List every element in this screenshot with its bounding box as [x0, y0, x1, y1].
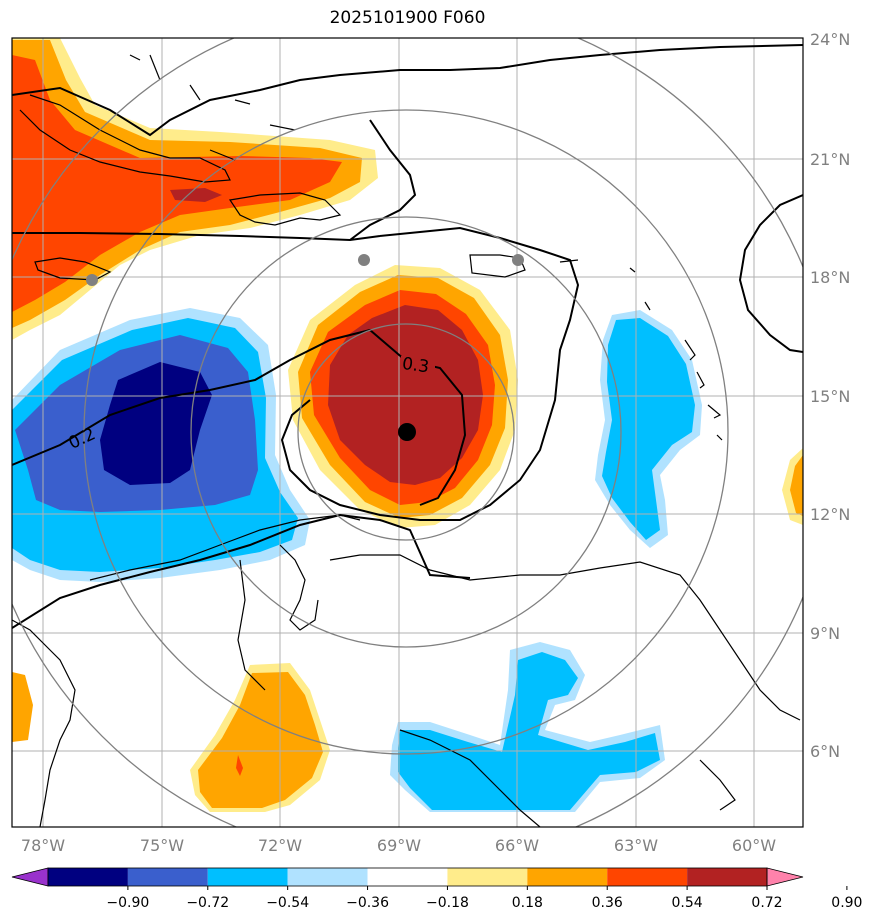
colorbar-segment [127, 868, 208, 886]
lat-label: 18°N [810, 268, 850, 287]
colorbar: −0.90 −0.72 −0.54 −0.36 −0.18 0.18 0.36 0.54 0.7… [11, 867, 862, 911]
track-point [358, 254, 370, 266]
lat-label: 6°N [810, 742, 840, 761]
colorbar-extend-high [766, 867, 804, 887]
contour-labels: 0.3 0.2 [66, 354, 435, 454]
positive-band-darkred [170, 188, 222, 202]
colorbar-label: 0.18 [512, 895, 543, 911]
colorbar-segment [447, 868, 528, 886]
colorbar-label: −0.18 [426, 895, 469, 911]
colorbar-segment [207, 868, 288, 886]
colorbar-segment [687, 868, 767, 886]
colorbar-extend-low [11, 867, 49, 887]
graticule [12, 38, 803, 827]
distance-rings [12, 38, 803, 827]
lat-label: 24°N [810, 30, 850, 49]
positive-sw-edge [12, 672, 33, 742]
colorbar-label: −0.90 [106, 895, 149, 911]
colorbar-label: −0.54 [266, 895, 309, 911]
storm-anomaly-core [328, 305, 483, 485]
colorbar-label: 0.54 [672, 895, 703, 911]
colorbar-label: 0.72 [751, 895, 782, 911]
map-frame [11, 37, 804, 828]
colorbar-segment [287, 868, 368, 886]
positive-south-orange [198, 672, 323, 808]
negative-west-navy [100, 362, 212, 485]
positive-band-red [12, 55, 342, 312]
longitude-labels: 78°W 75°W 72°W 69°W 66°W 63°W 60°W [21, 836, 776, 855]
lon-label: 78°W [21, 836, 65, 855]
coastlines [12, 54, 801, 827]
negative-east-cyan [602, 318, 695, 540]
storm-center-marker [398, 423, 416, 441]
lat-label: 12°N [810, 505, 850, 524]
colorbar-label: −0.72 [186, 895, 229, 911]
lon-label: 72°W [258, 836, 302, 855]
lon-label: 75°W [140, 836, 184, 855]
colorbar-frame [47, 867, 768, 887]
lon-label: 66°W [495, 836, 539, 855]
lon-label: 63°W [614, 836, 658, 855]
map-layers [12, 38, 803, 827]
contour-label-0-3: 0.3 [401, 354, 431, 378]
latitude-labels: 24°N 21°N 18°N 15°N 12°N 9°N 6°N [810, 30, 850, 761]
colorbar-segment [367, 868, 448, 886]
colorbar-segment [48, 868, 128, 886]
lat-label: 9°N [810, 624, 840, 643]
colorbar-segment [607, 868, 688, 886]
positive-south-red [236, 755, 243, 776]
negative-south-cyan [398, 652, 660, 810]
lon-label: 69°W [377, 836, 421, 855]
positive-east-edge-orange [790, 455, 803, 516]
track-points [86, 254, 524, 441]
map-title: 2025101900 F060 [329, 8, 486, 28]
lat-label: 15°N [810, 387, 850, 406]
contours [12, 44, 803, 629]
colorbar-label: 0.90 [831, 895, 862, 911]
colorbar-label: −0.36 [346, 895, 389, 911]
track-point [512, 254, 524, 266]
lat-label: 21°N [810, 150, 850, 169]
lon-label: 60°W [732, 836, 776, 855]
colorbar-segment [527, 868, 608, 886]
track-point [86, 274, 98, 286]
colorbar-label: 0.36 [592, 895, 623, 911]
